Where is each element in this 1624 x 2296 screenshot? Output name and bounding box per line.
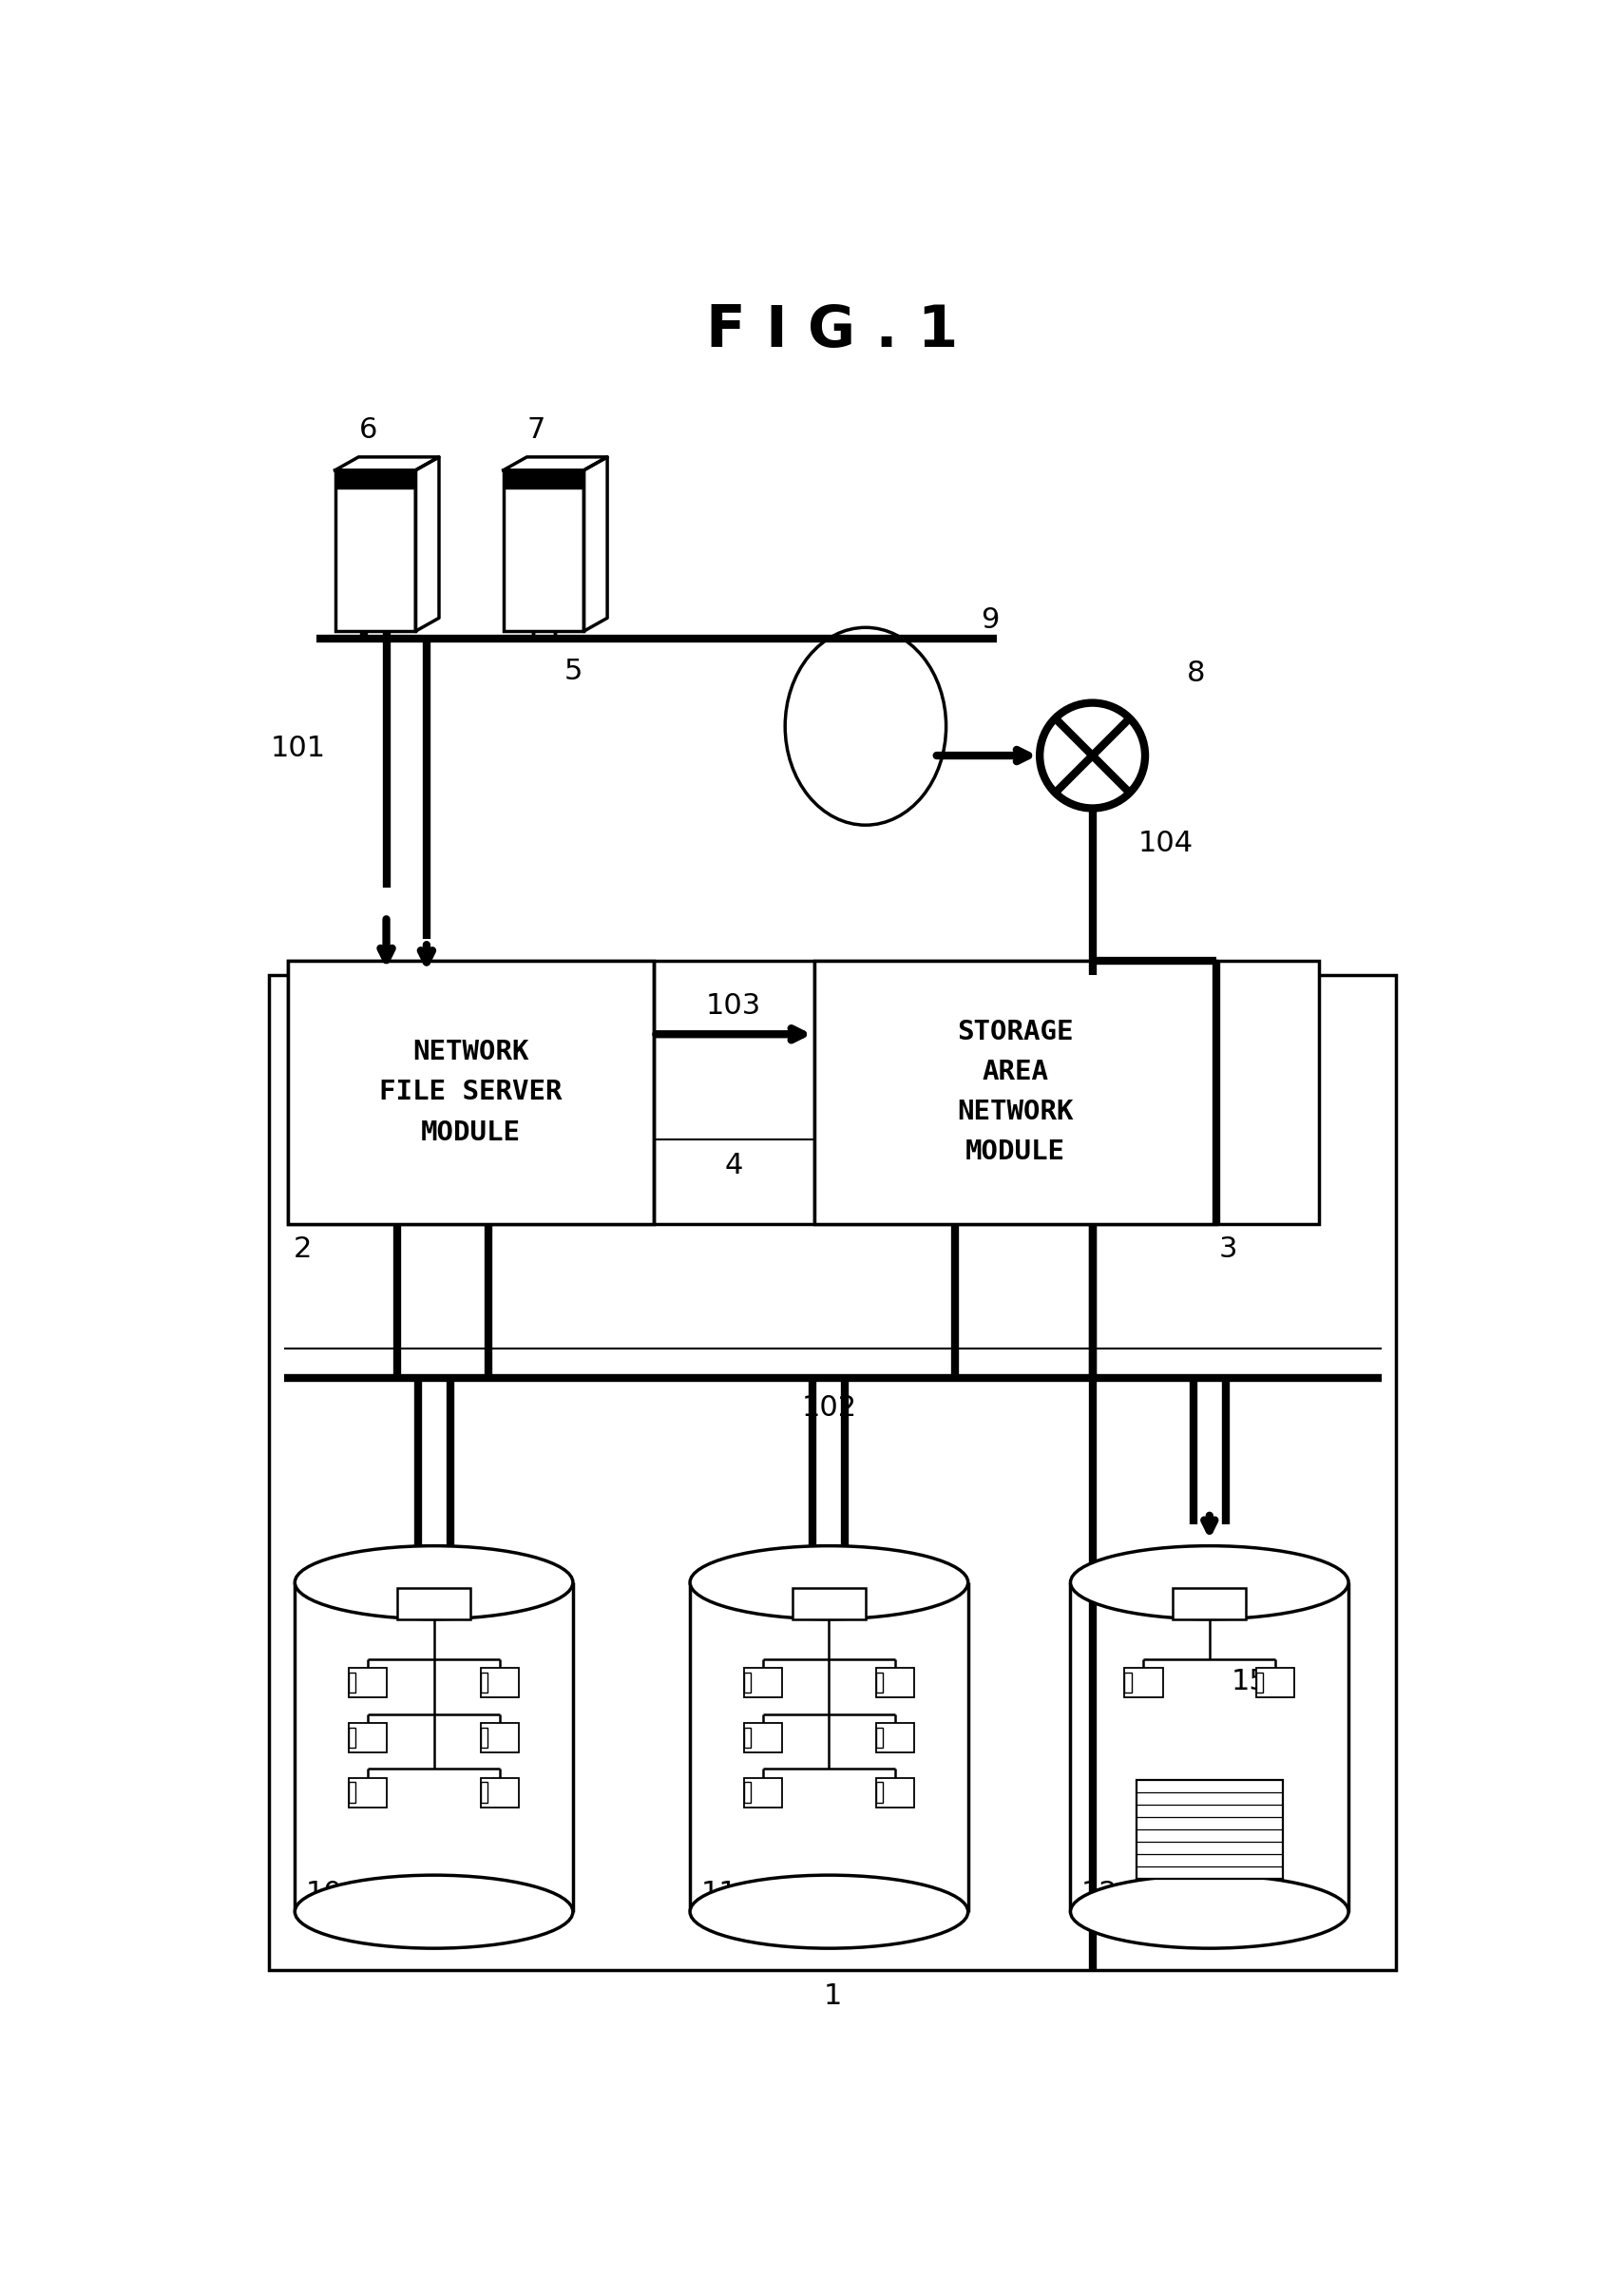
Text: 2: 2 [292,1235,312,1263]
Text: 12: 12 [1082,1880,1119,1908]
Text: 103: 103 [706,992,762,1019]
Bar [1124,1671,1132,1692]
Ellipse shape [1070,1876,1348,1949]
Text: NETWORK: NETWORK [958,1097,1073,1125]
Ellipse shape [690,1876,968,1949]
Bar [1137,1779,1283,1878]
Bar [349,1671,356,1692]
Bar [814,960,1216,1224]
Bar [481,1669,518,1697]
Text: 9: 9 [981,606,999,634]
Bar [349,1669,387,1697]
Polygon shape [503,457,607,471]
Polygon shape [335,471,416,489]
Bar [1124,1669,1163,1697]
Text: 102: 102 [801,1394,856,1421]
Bar [875,1777,914,1807]
Text: 1: 1 [823,1981,841,2009]
Bar [793,1589,866,1619]
Bar [1257,1669,1294,1697]
Text: 14: 14 [825,1587,862,1614]
Text: 13: 13 [419,1587,456,1614]
Text: 6: 6 [359,416,377,443]
Text: MODULE: MODULE [966,1139,1065,1166]
Ellipse shape [296,1545,573,1619]
Text: 104: 104 [1138,829,1194,856]
Text: 3: 3 [1218,1235,1237,1263]
Bar [481,1722,518,1752]
Text: F I G . 1: F I G . 1 [706,303,958,358]
Text: 10: 10 [305,1880,343,1908]
Bar [875,1722,914,1752]
Bar [287,960,1319,1224]
Text: FILE SERVER: FILE SERVER [378,1079,562,1104]
Text: 101: 101 [271,735,326,762]
Bar [349,1722,387,1752]
Text: 5: 5 [564,657,581,684]
Polygon shape [296,1582,573,1913]
Text: 15: 15 [1231,1667,1268,1694]
Text: AREA: AREA [983,1058,1049,1086]
Bar [349,1782,356,1802]
Text: MODULE: MODULE [421,1118,520,1146]
Bar [398,1589,471,1619]
Bar [481,1671,487,1692]
Text: 4: 4 [724,1150,744,1178]
Bar [335,471,416,631]
Polygon shape [1070,1582,1348,1913]
Bar [744,1782,750,1802]
Polygon shape [335,457,438,471]
Bar [481,1777,518,1807]
Text: NETWORK: NETWORK [412,1038,529,1065]
Text: 8: 8 [1187,659,1205,687]
Bar [875,1669,914,1697]
Bar [481,1727,487,1747]
Bar [1173,1589,1246,1619]
Bar [744,1722,783,1752]
Bar [744,1671,750,1692]
Bar [744,1669,783,1697]
Ellipse shape [296,1876,573,1949]
Polygon shape [690,1582,968,1913]
Bar [503,471,585,631]
Bar [349,1727,356,1747]
Bar [875,1671,883,1692]
Bar [744,1727,750,1747]
Text: STORAGE: STORAGE [958,1019,1073,1045]
Bar [744,1777,783,1807]
Polygon shape [503,471,585,489]
Bar [481,1782,487,1802]
Polygon shape [416,457,438,631]
Bar [349,1777,387,1807]
Polygon shape [585,457,607,631]
Text: 11: 11 [702,1880,737,1908]
Bar [287,960,653,1224]
Ellipse shape [690,1545,968,1619]
Ellipse shape [1070,1545,1348,1619]
Bar [270,976,1397,1970]
Text: 7: 7 [528,416,546,443]
Bar [875,1782,883,1802]
Bar [1257,1671,1263,1692]
Bar [875,1727,883,1747]
